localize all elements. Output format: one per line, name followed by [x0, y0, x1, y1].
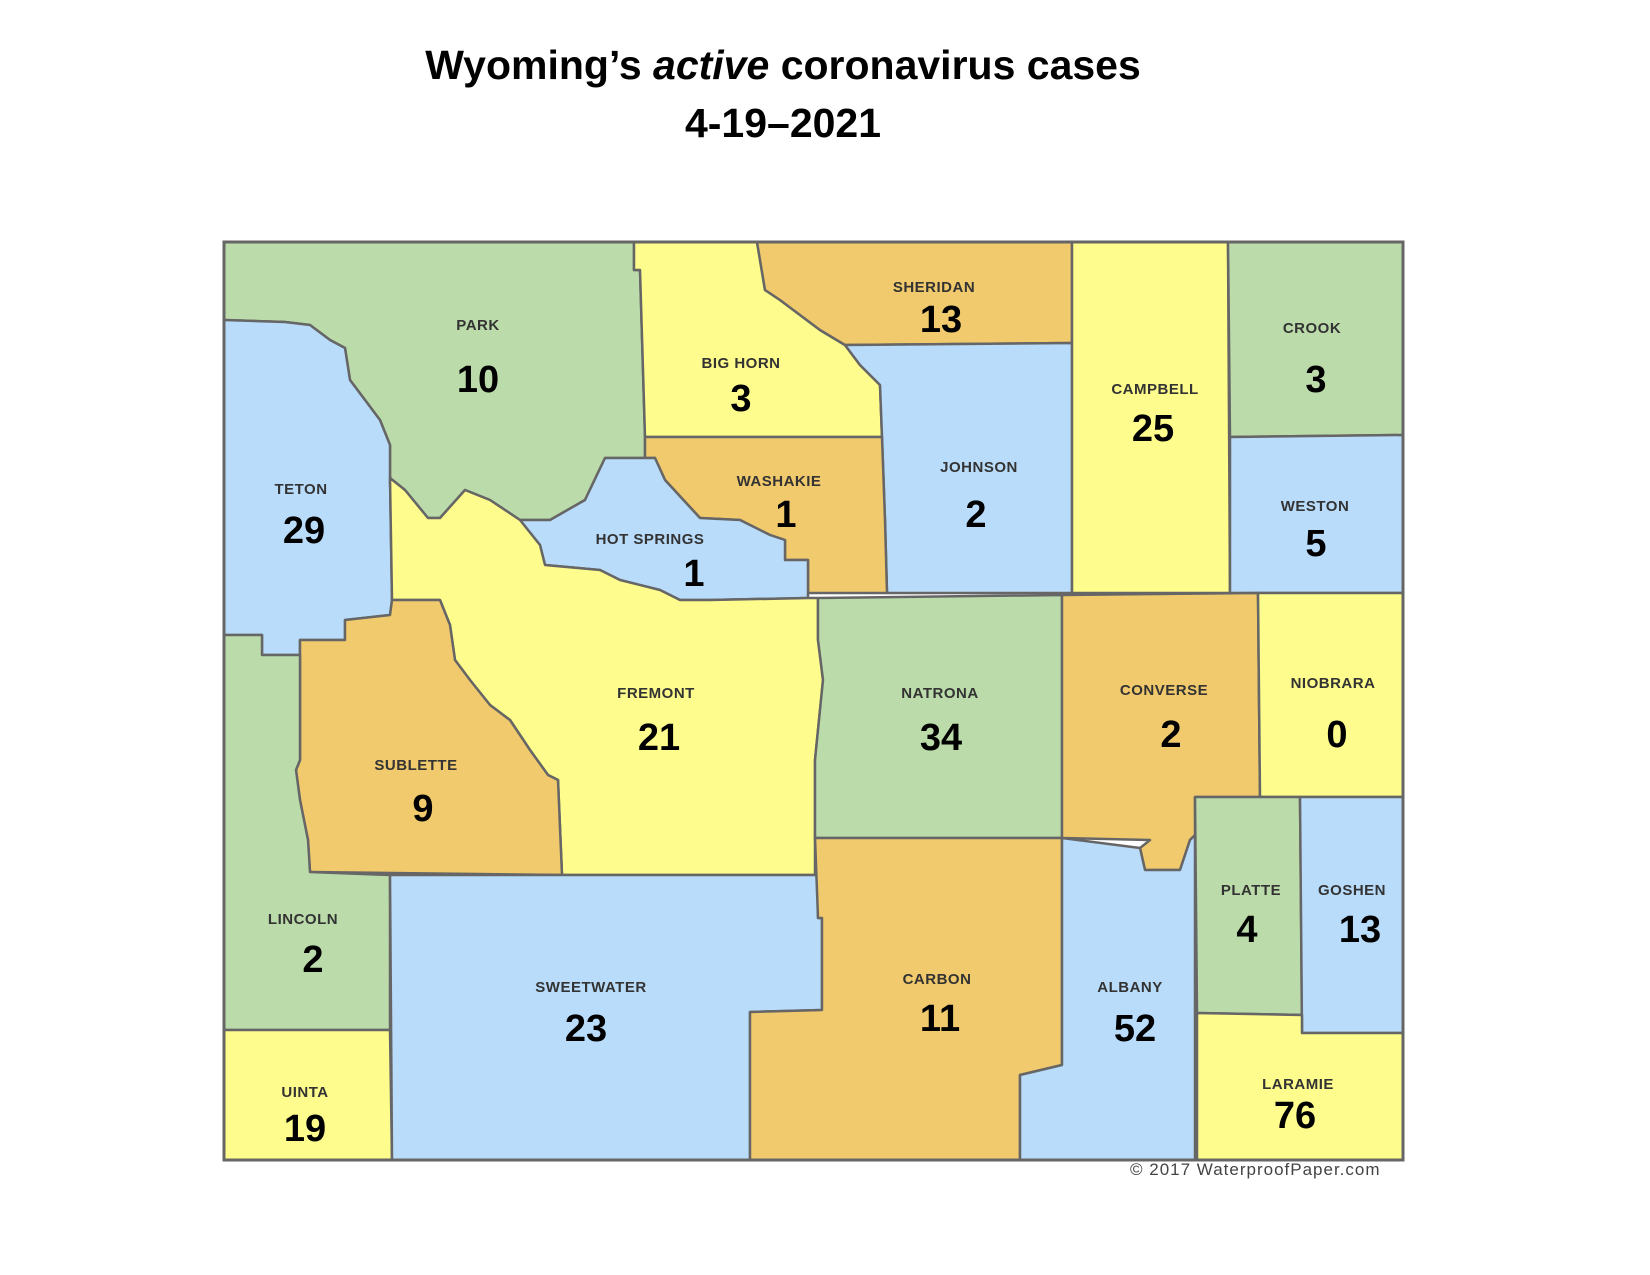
county-cases-park: 10: [457, 359, 499, 401]
county-label-converse: CONVERSE: [1120, 682, 1208, 699]
state-outline: [222, 240, 1405, 1162]
county-cases-sweetwater: 23: [565, 1008, 607, 1050]
county-cases-natrona: 34: [920, 717, 962, 759]
county-cases-crook: 3: [1305, 359, 1326, 401]
county-label-campbell: CAMPBELL: [1111, 381, 1198, 398]
county-crook: [1226, 240, 1405, 439]
county-label-niobrara: NIOBRARA: [1291, 675, 1376, 692]
county-label-albany: ALBANY: [1097, 979, 1163, 996]
county-label-sheridan: SHERIDAN: [893, 279, 975, 296]
county-label-washakie: WASHAKIE: [737, 473, 822, 490]
county-cases-platte: 4: [1236, 909, 1257, 951]
county-label-lincoln: LINCOLN: [268, 911, 338, 928]
county-cases-laramie: 76: [1274, 1095, 1316, 1137]
county-label-crook: CROOK: [1283, 320, 1341, 337]
county-label-platte: PLATTE: [1221, 882, 1281, 899]
county-niobrara: [1256, 591, 1405, 799]
county-label-sweetwater: SWEETWATER: [535, 979, 646, 996]
county-cases-campbell: 25: [1132, 408, 1174, 450]
county-label-sublette: SUBLETTE: [374, 757, 457, 774]
map-date: 4-19–2021: [684, 100, 882, 146]
title-prefix: Wyoming’s: [425, 42, 654, 88]
county-cases-carbon: 11: [920, 998, 960, 1040]
county-label-park: PARK: [456, 317, 499, 334]
county-platte: [1193, 795, 1304, 1017]
county-cases-big-horn: 3: [730, 378, 751, 420]
map-title: Wyoming’s active coronavirus cases: [0, 42, 1566, 89]
county-label-goshen: GOSHEN: [1318, 882, 1386, 899]
title-emphasis: active: [653, 42, 770, 88]
county-label-carbon: CARBON: [903, 971, 972, 988]
county-cases-albany: 52: [1114, 1008, 1156, 1050]
county-cases-teton: 29: [283, 510, 325, 552]
county-cases-sheridan: 13: [920, 299, 962, 341]
county-label-natrona: NATRONA: [901, 685, 978, 702]
county-label-fremont: FREMONT: [617, 685, 695, 702]
county-label-teton: TETON: [274, 481, 327, 498]
county-cases-washakie: 1: [775, 494, 796, 536]
county-cases-johnson: 2: [965, 494, 986, 536]
county-label-johnson: JOHNSON: [940, 459, 1018, 476]
county-cases-uinta: 19: [284, 1108, 326, 1150]
county-label-big-horn: BIG HORN: [702, 355, 781, 372]
county-cases-goshen: 13: [1339, 909, 1381, 951]
county-cases-hot-springs: 1: [683, 553, 704, 595]
title-suffix: coronavirus cases: [769, 42, 1141, 88]
county-cases-sublette: 9: [412, 788, 433, 830]
copyright: © 2017 WaterproofPaper.com: [1130, 1160, 1381, 1179]
county-label-laramie: LARAMIE: [1262, 1076, 1334, 1093]
county-cases-weston: 5: [1305, 523, 1326, 565]
county-label-hot-springs: HOT SPRINGS: [596, 531, 705, 548]
county-cases-fremont: 21: [638, 717, 680, 759]
county-cases-niobrara: 0: [1326, 714, 1347, 756]
county-label-uinta: UINTA: [281, 1084, 328, 1101]
county-cases-lincoln: 2: [302, 939, 323, 981]
county-label-weston: WESTON: [1281, 498, 1350, 515]
county-cases-converse: 2: [1160, 714, 1181, 756]
